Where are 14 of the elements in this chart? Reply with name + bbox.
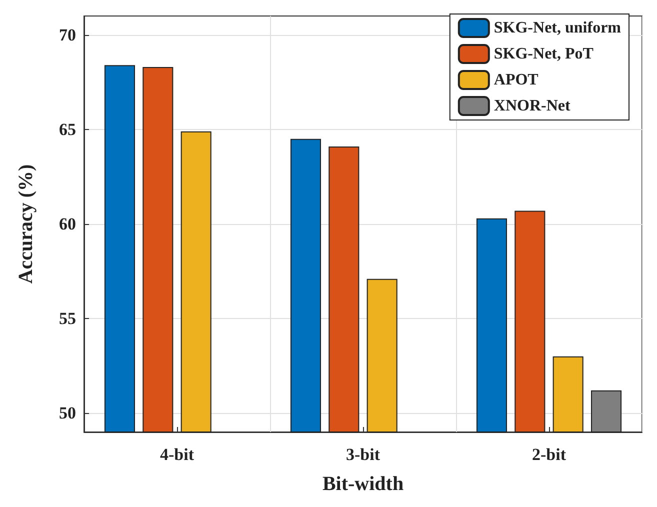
y-tick-label: 55 <box>59 309 76 328</box>
x-tick-label: 2-bit <box>532 445 566 464</box>
x-axis-title: Bit-width <box>322 473 404 495</box>
y-tick-label: 65 <box>59 120 76 139</box>
y-axis-title: Accuracy (%) <box>15 164 37 284</box>
legend-label: SKG-Net, PoT <box>494 46 594 62</box>
y-tick-label: 50 <box>59 404 76 423</box>
y-tick-label: 70 <box>59 25 76 44</box>
legend-label: APOT <box>494 72 539 88</box>
legend-label: SKG-Net, uniform <box>494 20 622 36</box>
x-tick-label: 3-bit <box>346 445 380 464</box>
legend-label: XNOR-Net <box>494 98 571 114</box>
x-tick-label: 4-bit <box>160 445 194 464</box>
y-tick-label: 60 <box>59 214 76 234</box>
